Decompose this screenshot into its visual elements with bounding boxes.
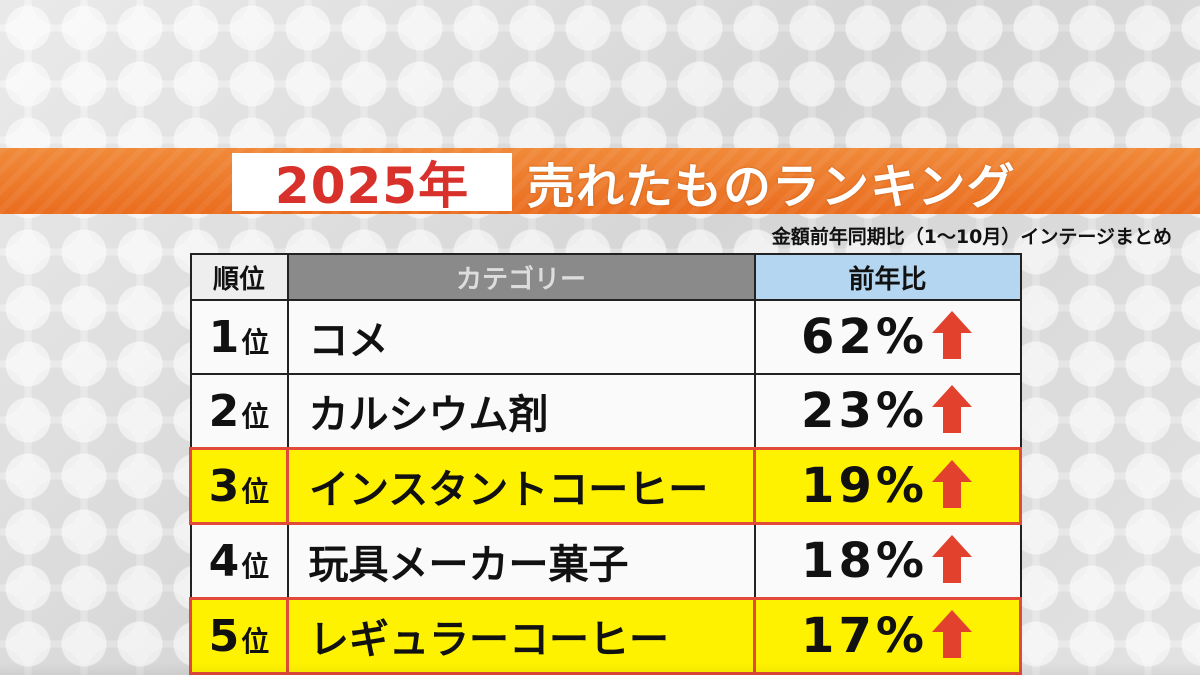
table-row-highlighted: 3位 インスタントコーヒー 19% [189,447,1022,525]
rank-number: 4 [208,535,240,587]
category-cell: レギュラーコーヒー [286,597,756,675]
rank-cell: 5位 [189,597,289,675]
header-category: カテゴリー [286,253,756,301]
up-arrow-icon [930,309,974,365]
category-cell: コメ [286,299,756,375]
header-yoy: 前年比 [753,253,1022,301]
rank-cell: 3位 [189,447,289,525]
table-row: 2位 カルシウム剤 23% [189,373,1022,450]
header-rank: 順位 [189,253,289,301]
yoy-value: 62% [801,309,928,365]
rank-number: 1 [208,311,240,363]
rank-number: 5 [208,610,240,662]
yoy-cell: 18% [753,522,1022,600]
table-row-highlighted: 5位 レギュラーコーヒー 17% [189,597,1022,675]
rank-suffix: 位 [241,325,270,359]
yoy-value: 23% [801,383,928,439]
table-row: 1位 コメ 62% [189,299,1022,375]
title-year: 2025年 [232,153,512,215]
ranking-table: 順位 カテゴリー 前年比 1位 コメ 62% 2位 カルシウム剤 23% 3位 … [189,253,1022,675]
rank-number: 2 [208,385,240,437]
title-band [0,148,1200,214]
bottom-shadow [0,663,1200,675]
rank-suffix: 位 [241,624,270,658]
rank-number: 3 [208,460,240,512]
table-row: 4位 玩具メーカー菓子 18% [189,522,1022,600]
rank-suffix: 位 [241,399,270,433]
yoy-cell: 19% [753,447,1022,525]
yoy-value: 18% [801,533,928,589]
up-arrow-icon [930,533,974,589]
rank-suffix: 位 [241,549,270,583]
up-arrow-icon [930,458,974,514]
yoy-cell: 17% [753,597,1022,675]
subtitle-source: 金額前年同期比（1～10月）インテージまとめ [771,226,1172,248]
yoy-value: 19% [801,458,928,514]
up-arrow-icon [930,383,974,439]
rank-suffix: 位 [241,474,270,508]
yoy-cell: 62% [753,299,1022,375]
yoy-cell: 23% [753,373,1022,450]
rank-cell: 1位 [189,299,289,375]
title-text: 売れたものランキング [527,159,1016,215]
category-cell: 玩具メーカー菓子 [286,522,756,600]
rank-cell: 2位 [189,373,289,450]
category-cell: カルシウム剤 [286,373,756,450]
category-cell: インスタントコーヒー [286,447,756,525]
yoy-value: 17% [801,608,928,664]
table-header-row: 順位 カテゴリー 前年比 [189,253,1022,301]
up-arrow-icon [930,608,974,664]
rank-cell: 4位 [189,522,289,600]
